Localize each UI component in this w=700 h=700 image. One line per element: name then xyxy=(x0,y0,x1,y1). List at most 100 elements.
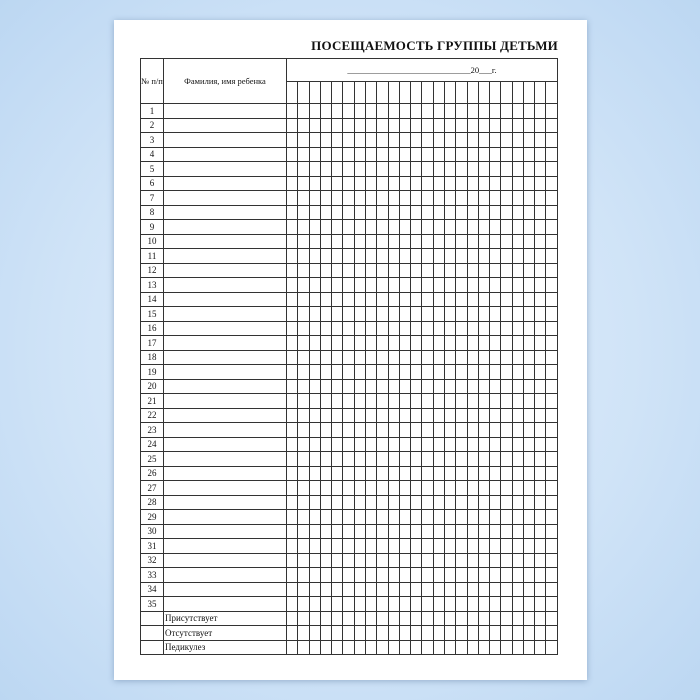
attendance-cell[interactable] xyxy=(331,204,344,220)
attendance-cell[interactable] xyxy=(398,132,412,148)
attendance-cell[interactable] xyxy=(432,349,445,365)
child-name-cell[interactable] xyxy=(163,204,287,220)
attendance-cell[interactable] xyxy=(297,132,310,148)
attendance-cell[interactable] xyxy=(477,596,491,612)
attendance-cell[interactable] xyxy=(455,538,468,554)
attendance-cell[interactable] xyxy=(500,277,513,293)
attendance-cell[interactable] xyxy=(410,291,423,307)
attendance-cell[interactable] xyxy=(319,567,333,583)
attendance-cell[interactable] xyxy=(477,552,491,568)
attendance-cell[interactable] xyxy=(455,465,468,481)
attendance-cell[interactable] xyxy=(455,596,468,612)
attendance-cell[interactable] xyxy=(376,349,389,365)
attendance-cell[interactable] xyxy=(466,190,479,206)
attendance-cell[interactable] xyxy=(319,422,333,438)
attendance-cell[interactable] xyxy=(364,175,378,191)
attendance-cell[interactable] xyxy=(421,538,434,554)
attendance-cell[interactable] xyxy=(342,494,355,510)
attendance-cell[interactable] xyxy=(285,349,299,365)
attendance-cell[interactable] xyxy=(443,349,457,365)
attendance-cell[interactable] xyxy=(398,422,412,438)
attendance-cell[interactable] xyxy=(353,161,366,177)
attendance-cell[interactable] xyxy=(500,538,513,554)
attendance-cell[interactable] xyxy=(522,552,536,568)
attendance-cell[interactable] xyxy=(534,509,547,525)
attendance-cell[interactable] xyxy=(410,349,423,365)
attendance-cell[interactable] xyxy=(534,451,547,467)
attendance-cell[interactable] xyxy=(500,204,513,220)
attendance-cell[interactable] xyxy=(522,567,536,583)
attendance-cell[interactable] xyxy=(489,451,502,467)
attendance-cell[interactable] xyxy=(297,509,310,525)
attendance-cell[interactable] xyxy=(285,552,299,568)
child-name-cell[interactable] xyxy=(163,378,287,394)
attendance-cell[interactable] xyxy=(443,581,457,597)
attendance-cell[interactable] xyxy=(421,103,434,119)
attendance-cell[interactable] xyxy=(466,291,479,307)
attendance-cell[interactable] xyxy=(376,146,389,162)
attendance-cell[interactable] xyxy=(500,552,513,568)
attendance-cell[interactable] xyxy=(331,306,344,322)
attendance-cell[interactable] xyxy=(376,465,389,481)
attendance-cell[interactable] xyxy=(534,161,547,177)
child-name-cell[interactable] xyxy=(163,320,287,336)
attendance-cell[interactable] xyxy=(432,436,445,452)
attendance-cell[interactable] xyxy=(534,320,547,336)
attendance-cell[interactable] xyxy=(308,117,321,133)
attendance-cell[interactable] xyxy=(376,320,389,336)
attendance-cell[interactable] xyxy=(376,509,389,525)
attendance-cell[interactable] xyxy=(410,567,423,583)
attendance-cell[interactable] xyxy=(466,233,479,249)
attendance-cell[interactable] xyxy=(500,436,513,452)
attendance-cell[interactable] xyxy=(421,117,434,133)
attendance-cell[interactable] xyxy=(353,146,366,162)
attendance-cell[interactable] xyxy=(398,509,412,525)
attendance-cell[interactable] xyxy=(387,610,400,626)
attendance-cell[interactable] xyxy=(421,610,434,626)
attendance-cell[interactable] xyxy=(545,248,558,264)
attendance-cell[interactable] xyxy=(455,567,468,583)
attendance-cell[interactable] xyxy=(285,306,299,322)
child-name-cell[interactable] xyxy=(163,103,287,119)
attendance-cell[interactable] xyxy=(285,364,299,380)
attendance-cell[interactable] xyxy=(511,552,524,568)
attendance-cell[interactable] xyxy=(511,393,524,409)
attendance-cell[interactable] xyxy=(376,335,389,351)
attendance-cell[interactable] xyxy=(308,103,321,119)
attendance-cell[interactable] xyxy=(285,277,299,293)
attendance-cell[interactable] xyxy=(308,552,321,568)
attendance-cell[interactable] xyxy=(353,523,366,539)
attendance-cell[interactable] xyxy=(455,581,468,597)
attendance-cell[interactable] xyxy=(364,639,378,655)
child-name-cell[interactable] xyxy=(163,175,287,191)
attendance-cell[interactable] xyxy=(285,480,299,496)
attendance-cell[interactable] xyxy=(455,161,468,177)
attendance-cell[interactable] xyxy=(432,538,445,554)
attendance-cell[interactable] xyxy=(387,277,400,293)
attendance-cell[interactable] xyxy=(308,146,321,162)
attendance-cell[interactable] xyxy=(534,291,547,307)
attendance-cell[interactable] xyxy=(285,132,299,148)
attendance-cell[interactable] xyxy=(545,277,558,293)
attendance-cell[interactable] xyxy=(443,407,457,423)
attendance-cell[interactable] xyxy=(534,393,547,409)
attendance-cell[interactable] xyxy=(308,306,321,322)
attendance-cell[interactable] xyxy=(353,552,366,568)
attendance-cell[interactable] xyxy=(522,233,536,249)
attendance-cell[interactable] xyxy=(421,190,434,206)
child-name-cell[interactable] xyxy=(163,132,287,148)
attendance-cell[interactable] xyxy=(477,378,491,394)
attendance-cell[interactable] xyxy=(489,277,502,293)
attendance-cell[interactable] xyxy=(500,219,513,235)
attendance-cell[interactable] xyxy=(511,523,524,539)
attendance-cell[interactable] xyxy=(500,480,513,496)
attendance-cell[interactable] xyxy=(511,146,524,162)
attendance-cell[interactable] xyxy=(489,625,502,641)
attendance-cell[interactable] xyxy=(421,277,434,293)
attendance-cell[interactable] xyxy=(534,494,547,510)
attendance-cell[interactable] xyxy=(398,610,412,626)
attendance-cell[interactable] xyxy=(545,639,558,655)
attendance-cell[interactable] xyxy=(421,436,434,452)
attendance-cell[interactable] xyxy=(387,161,400,177)
attendance-cell[interactable] xyxy=(545,538,558,554)
